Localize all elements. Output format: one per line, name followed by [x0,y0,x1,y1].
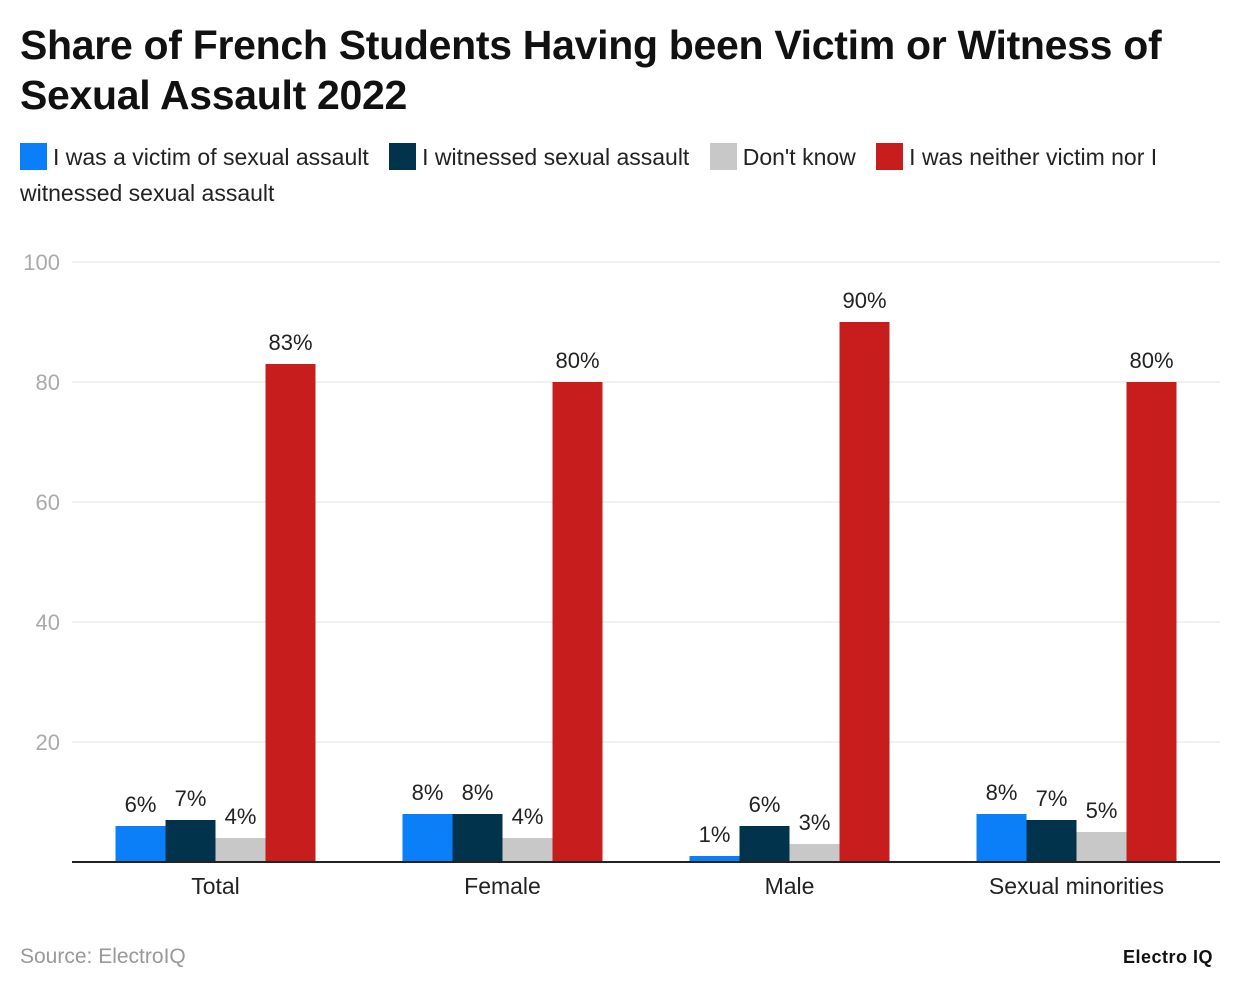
x-tick-label-male: Male [765,873,815,899]
brand-logo: Electro IQ [1122,947,1213,967]
data-label-male-series-2: 6% [749,792,781,817]
legend-label-witnessed: I witnessed sexual assault [422,144,690,170]
bar-male-series-3 [789,844,840,862]
data-label-sexual-minorities-series-2: 7% [1036,786,1068,811]
legend-swatch-victim [20,143,47,170]
bar-sexual-minorities-series-3 [1076,832,1127,862]
data-label-total-series-1: 6% [125,792,157,817]
bar-female-series-4 [552,382,603,862]
chart-title: Share of French Students Having been Vic… [20,22,1162,118]
bar-sexual-minorities-series-1 [976,814,1027,862]
x-tick-label-sexual-minorities: Sexual minorities [989,873,1164,899]
legend-item-witnessed: I witnessed sexual assault [389,143,690,170]
data-label-female-series-2: 8% [462,780,494,805]
bar-male-series-2 [739,826,790,862]
data-label-sexual-minorities-series-4: 80% [1129,348,1173,373]
legend-swatch-witnessed [389,143,417,170]
data-label-female-series-4: 80% [555,348,599,373]
source-note: Source: ElectroIQ [20,945,186,968]
y-tick-label-20: 20 [36,730,60,755]
legend-swatch-neither [876,143,904,170]
bar-total-series-4 [265,364,316,862]
legend-item-victim: I was a victim of sexual assault [20,143,369,170]
data-label-total-series-2: 7% [175,786,207,811]
data-label-female-series-3: 4% [512,804,544,829]
y-tick-label-80: 80 [36,370,60,395]
bar-sexual-minorities-series-2 [1026,820,1077,862]
data-label-sexual-minorities-series-3: 5% [1086,798,1118,823]
data-label-female-series-1: 8% [412,780,444,805]
data-label-total-series-4: 83% [268,330,312,355]
data-label-male-series-4: 90% [842,288,886,313]
x-tick-label-female: Female [464,873,541,899]
y-tick-label-100: 100 [23,250,60,275]
bar-chart: 20 40 60 80 100 6% 7% 4% 83% Total 8% 8% 4% 80% Female… [23,250,1220,899]
legend-item-dont-know: Don't know [709,143,856,170]
data-label-male-series-1: 1% [699,822,731,847]
y-tick-label-40: 40 [36,610,60,635]
legend-label-neither: I was neither victim nor I witnessed sex… [20,144,1158,206]
legend: I was a victim of sexual assault I witne… [20,139,1220,211]
legend-label-dont-know: Don't know [742,144,856,170]
data-label-sexual-minorities-series-1: 8% [986,780,1018,805]
bar-female-series-2 [452,814,503,862]
data-label-male-series-3: 3% [799,810,831,835]
bar-male-series-1 [689,856,740,862]
bar-sexual-minorities-series-4 [1126,382,1177,862]
bar-total-series-1 [115,826,166,862]
bar-male-series-4 [839,322,890,862]
legend-swatch-dont-know [709,143,737,170]
bar-total-series-2 [165,820,216,862]
bar-female-series-3 [502,838,553,862]
bar-total-series-3 [215,838,266,862]
x-tick-label-total: Total [191,873,240,899]
y-tick-label-60: 60 [36,490,60,515]
legend-label-victim: I was a victim of sexual assault [53,144,369,170]
bar-female-series-1 [402,814,453,862]
data-label-total-series-3: 4% [225,804,257,829]
legend-item-neither: I was neither victim nor I witnessed sex… [20,143,1158,206]
